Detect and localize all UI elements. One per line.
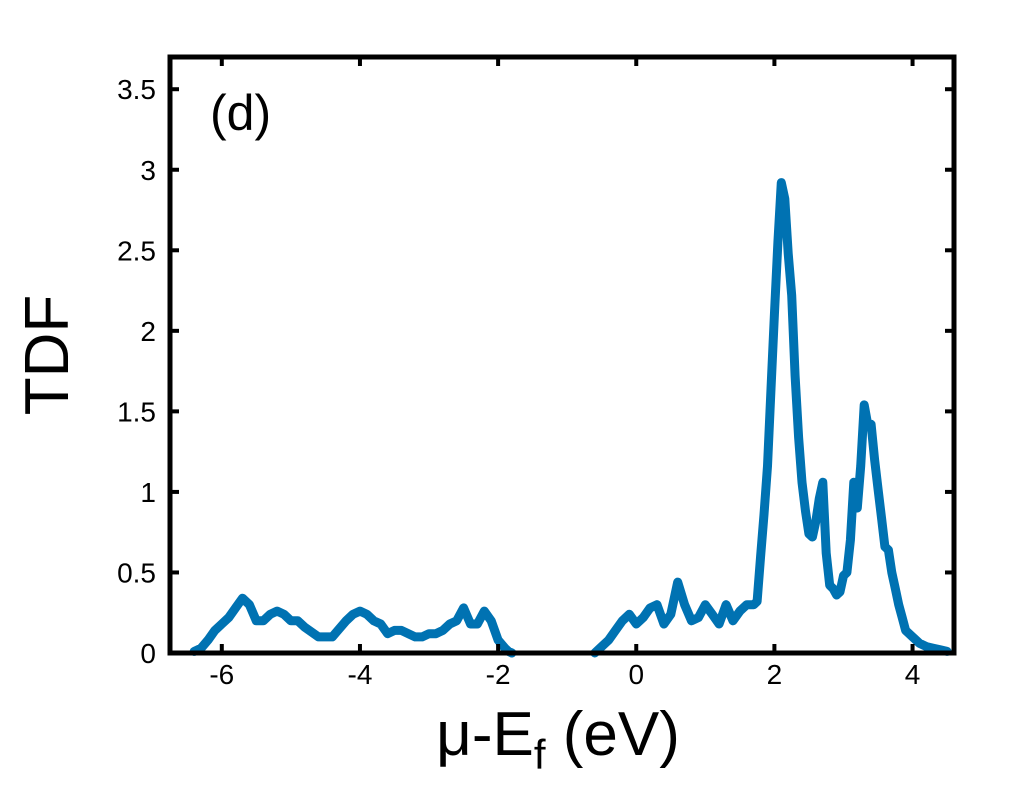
y-tick-label: 2 [140, 316, 156, 347]
ticks-layer [170, 57, 954, 655]
x-axis-title-main: μ-E [436, 700, 534, 769]
series-line-segment [590, 178, 952, 658]
y-tick-label: 3.5 [117, 74, 156, 105]
x-tick-label: -2 [486, 659, 511, 690]
x-axis-title-unit: (eV) [546, 700, 680, 769]
series-line-segment [189, 593, 517, 658]
y-tick-label: 2.5 [117, 235, 156, 266]
y-tick-label: 0 [140, 638, 156, 669]
y-tick-label: 0.5 [117, 557, 156, 588]
x-axis-title: μ-Ef (eV) [436, 700, 680, 778]
x-axis-title-subscript: f [534, 731, 546, 778]
x-tick-label: -6 [209, 659, 234, 690]
y-tick-label: 1 [140, 477, 156, 508]
y-tick-label: 3 [140, 155, 156, 186]
panel-label: (d) [210, 85, 271, 141]
tick-labels-layer: -6 -4 -2 0 2 4 0 0.5 1 1.5 2 2.5 3 3.5 [117, 74, 920, 690]
plot-frame [167, 54, 957, 656]
x-tick-label: 0 [628, 659, 644, 690]
x-tick-label: 4 [905, 659, 921, 690]
y-axis-title: TDF [13, 295, 82, 416]
x-tick-label: -4 [348, 659, 373, 690]
y-tick-label: 1.5 [117, 396, 156, 427]
series-layer [189, 178, 952, 658]
x-tick-label: 2 [767, 659, 783, 690]
